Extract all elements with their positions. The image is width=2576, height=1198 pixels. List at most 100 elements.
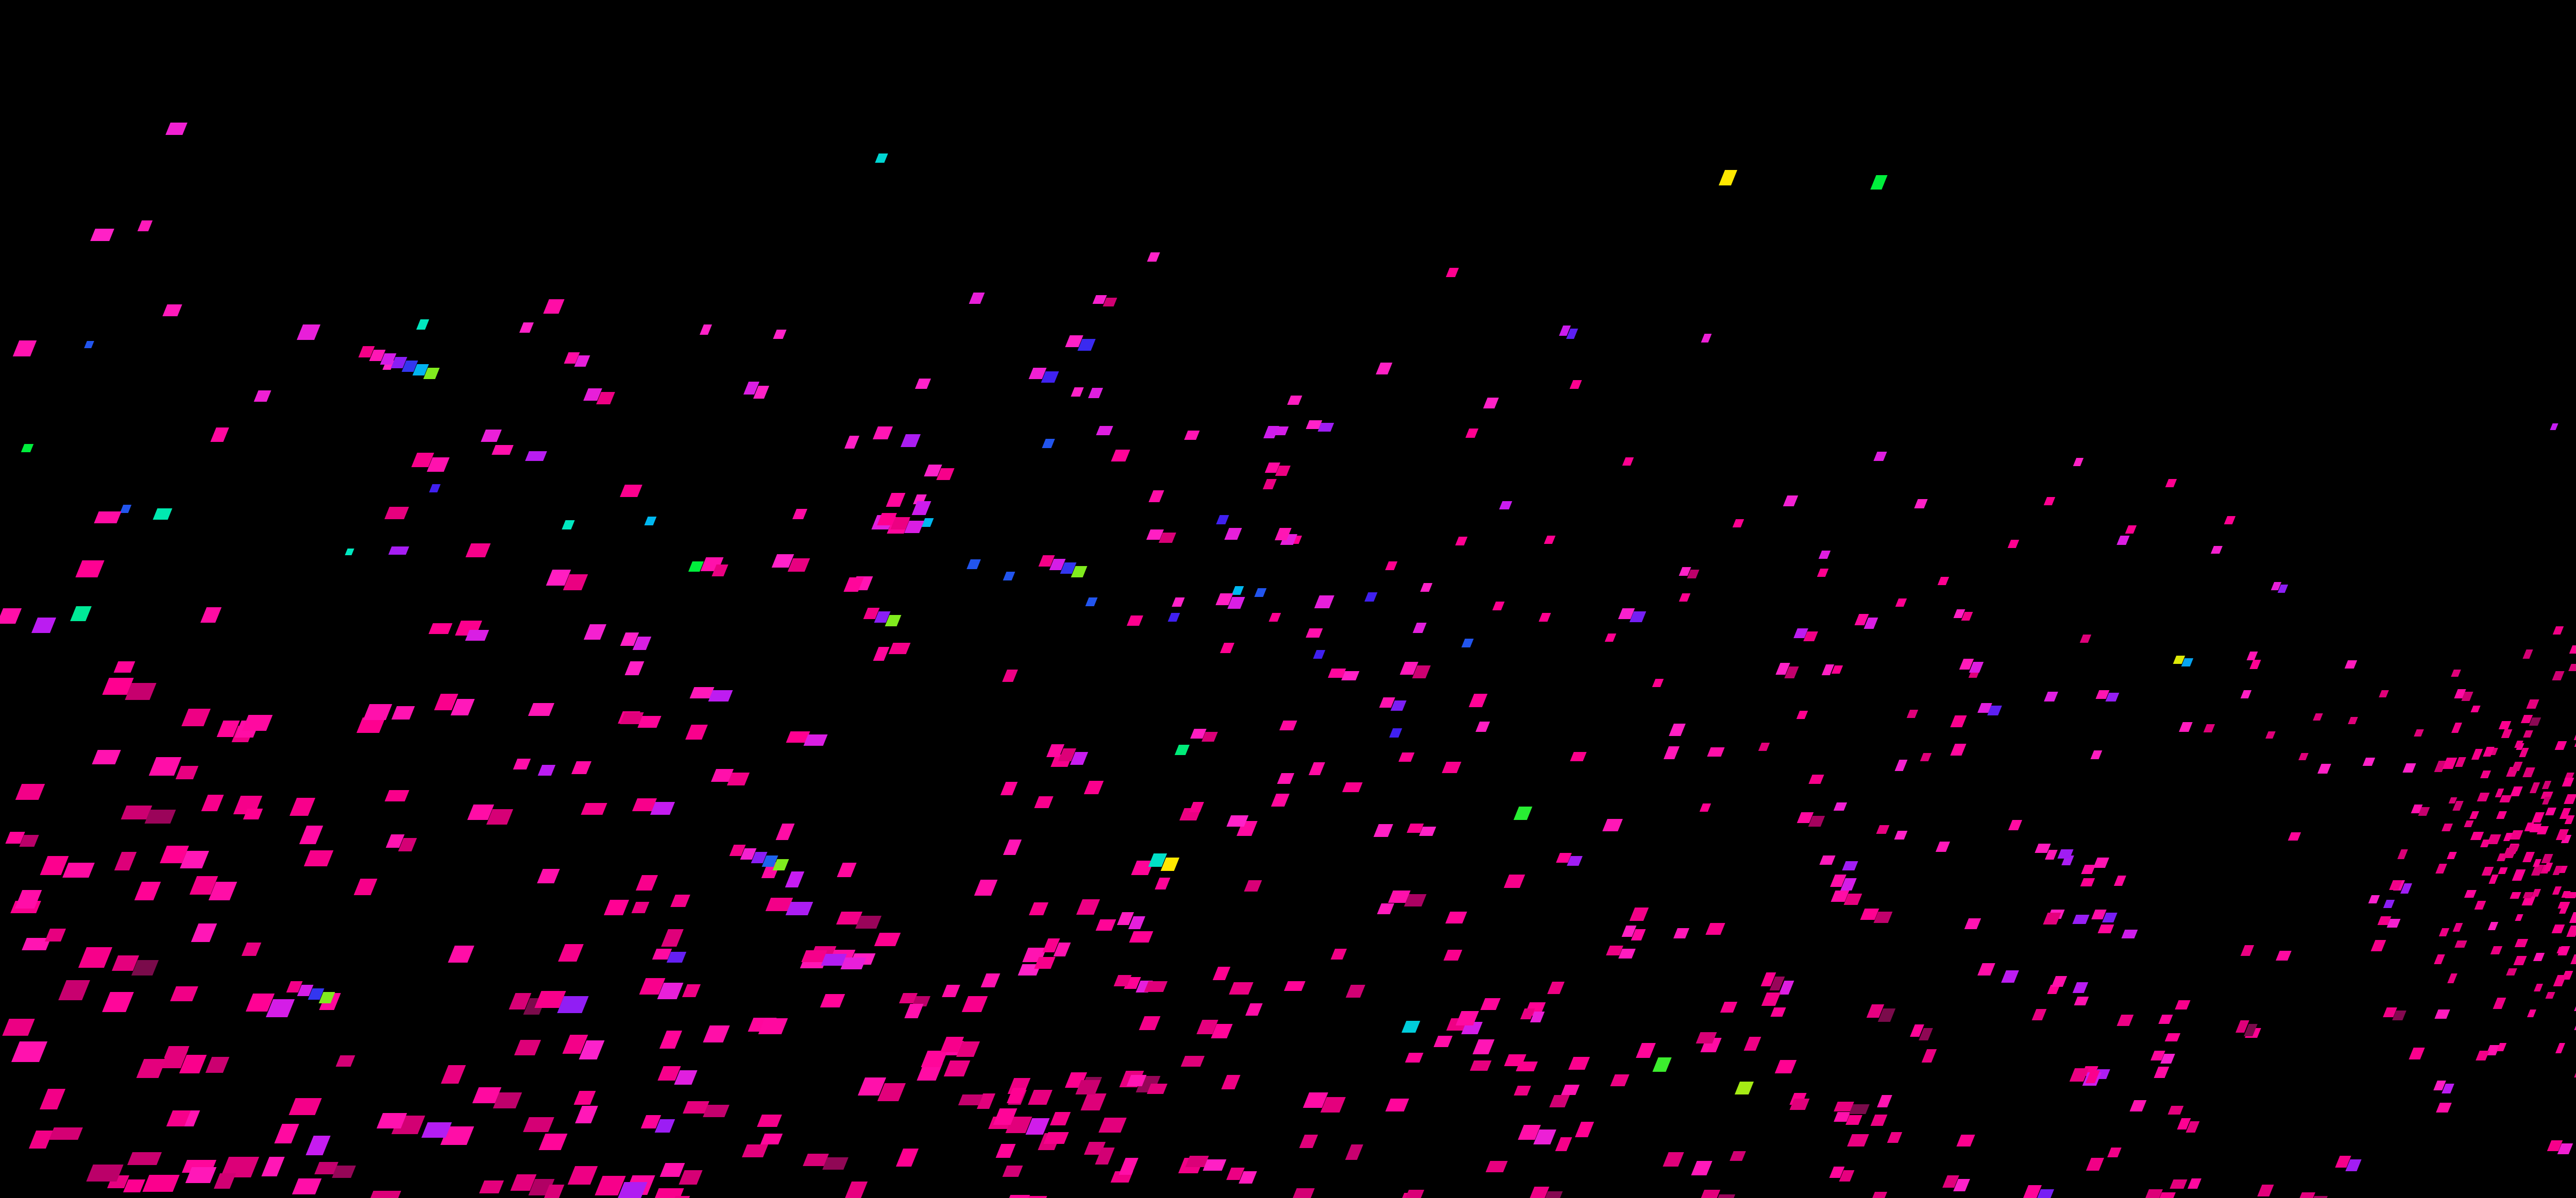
data-point (2344, 660, 2358, 669)
data-point (1442, 762, 1462, 773)
data-point (1003, 840, 1022, 855)
data-point (567, 1166, 598, 1185)
data-point-keyed (1758, 743, 1770, 751)
data-point (1002, 1166, 1023, 1177)
data-point-pair (525, 451, 547, 461)
data-point-cluster-right (2552, 886, 2562, 895)
data-point-keyed (875, 153, 888, 163)
data-point (1483, 398, 1499, 408)
data-point (573, 1091, 596, 1105)
data-point-keyed (1679, 593, 1691, 602)
data-point (210, 427, 229, 442)
data-point-pair (1341, 671, 1360, 680)
data-point-keyed (1167, 613, 1180, 622)
data-point-cluster-right (2447, 973, 2458, 983)
data-point (2574, 1021, 2576, 1030)
data-point (1847, 1134, 1869, 1146)
data-point (205, 1057, 230, 1073)
data-point-pair (306, 1136, 331, 1155)
data-point (523, 1117, 554, 1132)
data-point-keyed (416, 319, 430, 330)
data-point-keyed (2165, 479, 2177, 487)
data-point (581, 803, 607, 815)
data-point-keyed (2451, 670, 2461, 677)
data-point-cluster-right (2554, 741, 2567, 750)
data-point-pair (1849, 1104, 1870, 1114)
data-point (2113, 876, 2127, 886)
data-point (2434, 1009, 2450, 1019)
data-point (44, 929, 66, 942)
data-point (1877, 1095, 1892, 1107)
data-point-pair (855, 916, 882, 929)
data-point (1229, 982, 1253, 995)
data-point-pair (31, 618, 57, 633)
data-point-cluster-right (2397, 849, 2408, 859)
data-point (2031, 1009, 2047, 1020)
data-point (1705, 923, 1725, 935)
data-point (1561, 1085, 1580, 1095)
data-point (1244, 880, 1262, 892)
data-point-keyed (2265, 731, 2276, 739)
data-point-keyed (1870, 175, 1888, 190)
data-point (514, 1040, 541, 1055)
data-point-cluster-right (2435, 864, 2447, 874)
data-point (1574, 1122, 1595, 1137)
data-point-keyed (1732, 519, 1744, 527)
data-point (479, 1180, 504, 1193)
data-point-keyed (2224, 516, 2236, 524)
data-point (1180, 1056, 1205, 1067)
data-point (837, 863, 857, 877)
data-point (1184, 431, 1200, 440)
data-point (1485, 1161, 1508, 1172)
data-point (58, 980, 90, 1000)
data-point (1314, 595, 1335, 608)
data-point (78, 947, 113, 968)
data-point-cluster-right (2522, 649, 2533, 659)
data-point (289, 798, 316, 816)
data-point (1412, 623, 1427, 633)
data-point-keyed (1937, 577, 1950, 585)
data-point (2257, 1185, 2274, 1196)
data-point-keyed (1172, 597, 1185, 607)
data-point-keyed (2043, 497, 2056, 505)
data-point (538, 1134, 568, 1150)
data-point-cluster-right (2451, 723, 2463, 733)
data-point (659, 1031, 683, 1049)
data-point (1299, 1135, 1318, 1148)
data-point (384, 790, 410, 801)
data-point-keyed (519, 322, 534, 333)
data-point (2154, 1067, 2170, 1078)
data-point (1663, 1152, 1684, 1167)
data-point (1245, 1003, 1263, 1016)
data-point-cluster-right (2541, 781, 2552, 789)
data-point (1445, 912, 1467, 923)
data-point (1503, 875, 1526, 888)
data-point (62, 863, 95, 878)
data-point (1284, 981, 1306, 991)
data-point (181, 709, 211, 726)
data-point (1629, 908, 1649, 921)
data-point (162, 304, 182, 316)
data-point-keyed (345, 549, 354, 555)
data-point (1480, 998, 1501, 1010)
data-point-cluster-right (2490, 946, 2503, 954)
data-point-keyed (1604, 634, 1617, 642)
data-point-keyed (1268, 613, 1281, 622)
data-point-cluster-right (2476, 1051, 2489, 1060)
data-point-pair (1894, 831, 1908, 840)
data-point (888, 643, 911, 654)
data-point (1049, 1112, 1071, 1125)
data-point (741, 1144, 769, 1157)
data-point (1342, 782, 1363, 792)
data-point (1000, 782, 1018, 795)
data-point (2107, 1148, 2122, 1157)
data-point-cluster-right (2527, 1009, 2537, 1017)
data-point (148, 757, 182, 776)
data-point (1221, 1075, 1241, 1089)
data-point-keyed (562, 520, 575, 529)
data-point (170, 986, 198, 1001)
data-point-keyed (1420, 583, 1433, 592)
data-point (1433, 1036, 1453, 1047)
data-point-cluster-right (2526, 699, 2539, 709)
data-point (261, 1157, 285, 1176)
